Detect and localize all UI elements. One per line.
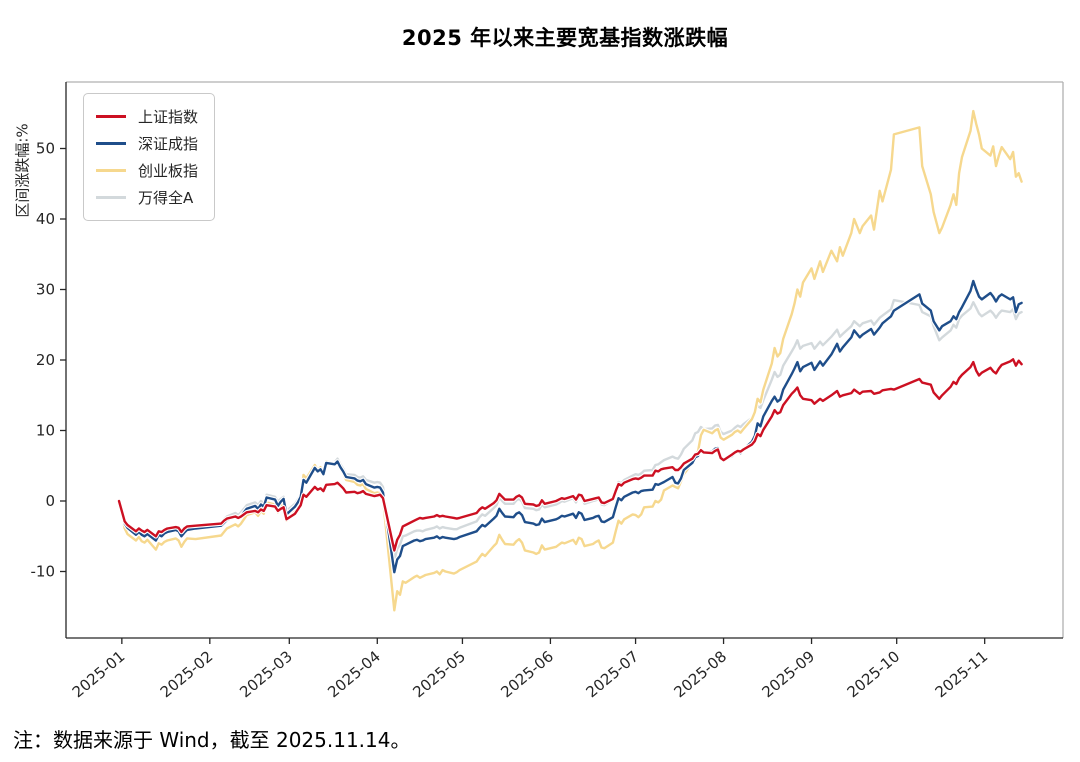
y-tick-label: 40 xyxy=(36,210,55,228)
y-tick-label: 30 xyxy=(36,281,55,299)
legend-item-3: 万得全A xyxy=(96,184,198,211)
series-line-1 xyxy=(117,279,1023,574)
legend-swatch-icon xyxy=(96,169,126,172)
x-tick-label: 2025-01 xyxy=(69,647,129,701)
x-tick-label: 2025-03 xyxy=(236,647,296,701)
y-tick-label: 0 xyxy=(45,492,55,510)
legend-swatch-icon xyxy=(96,115,126,118)
x-tick-label: 2025-10 xyxy=(844,647,904,701)
legend-item-1: 深证成指 xyxy=(96,130,198,157)
y-tick-label: 10 xyxy=(36,422,55,440)
legend-label: 创业板指 xyxy=(138,162,199,180)
footnote: 注：数据来源于 Wind，截至 2025.11.14。 xyxy=(13,728,411,752)
y-tick-label: 20 xyxy=(36,351,55,369)
x-tick-label: 2025-05 xyxy=(409,647,469,701)
x-tick-label: 2025-09 xyxy=(759,647,819,701)
legend: 上证指数深证成指创业板指万得全A xyxy=(83,93,216,221)
legend-label: 深证成指 xyxy=(138,135,199,153)
legend-swatch-icon xyxy=(96,196,126,199)
legend-swatch-icon xyxy=(96,142,126,145)
x-tick-label: 2025-04 xyxy=(324,647,384,701)
x-tick-label: 2025-08 xyxy=(671,647,731,701)
y-axis-title: 区间涨跌幅:% xyxy=(13,123,32,218)
x-tick-label: 2025-02 xyxy=(157,647,217,701)
x-tick-label: 2025-07 xyxy=(583,647,643,701)
x-tick-label: 2025-11 xyxy=(932,647,992,701)
series-line-0 xyxy=(117,358,1023,552)
chart-title: 2025 年以来主要宽基指数涨跌幅 xyxy=(401,26,729,50)
y-tick-label: -10 xyxy=(31,563,56,581)
legend-label: 万得全A xyxy=(138,189,194,207)
legend-item-0: 上证指数 xyxy=(96,103,198,130)
y-tick-label: 50 xyxy=(36,140,55,158)
x-tick-label: 2025-06 xyxy=(497,647,557,701)
legend-item-2: 创业板指 xyxy=(96,157,198,184)
plot-background xyxy=(66,82,1063,638)
legend-label: 上证指数 xyxy=(138,108,199,126)
